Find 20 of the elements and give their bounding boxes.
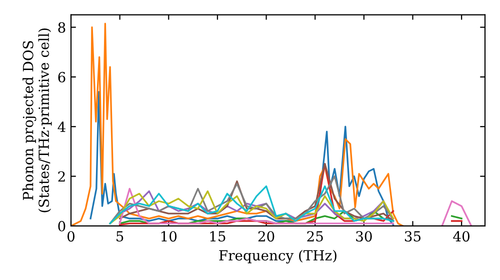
x-tick-label: 25 (307, 231, 323, 242)
line-series (90, 91, 394, 226)
line-series (118, 163, 394, 222)
x-tick-label: 20 (258, 231, 274, 242)
x-tick-label: 10 (162, 231, 177, 242)
y-tick-label: 8 (58, 22, 66, 33)
x-axis-title: Frequency (THz) (219, 250, 336, 264)
y-tick-label: 2 (58, 171, 65, 182)
y-tick-label: 6 (58, 72, 66, 82)
x-tick-label: 30 (356, 231, 372, 242)
x-tick-label: 0 (67, 231, 74, 242)
x-tick-label: 35 (404, 231, 421, 242)
y-axis-title: Phonon projected DOS (States/THz·primitive cell) (22, 28, 52, 212)
line-series (109, 175, 394, 224)
y-tick-label: 0 (58, 220, 66, 232)
x-tick-label: 40 (453, 231, 470, 242)
line-series (71, 22, 404, 226)
x-tick-label: 15 (210, 231, 226, 242)
y-tick-label: 4 (58, 122, 66, 132)
x-tick-label: 5 (116, 231, 124, 242)
